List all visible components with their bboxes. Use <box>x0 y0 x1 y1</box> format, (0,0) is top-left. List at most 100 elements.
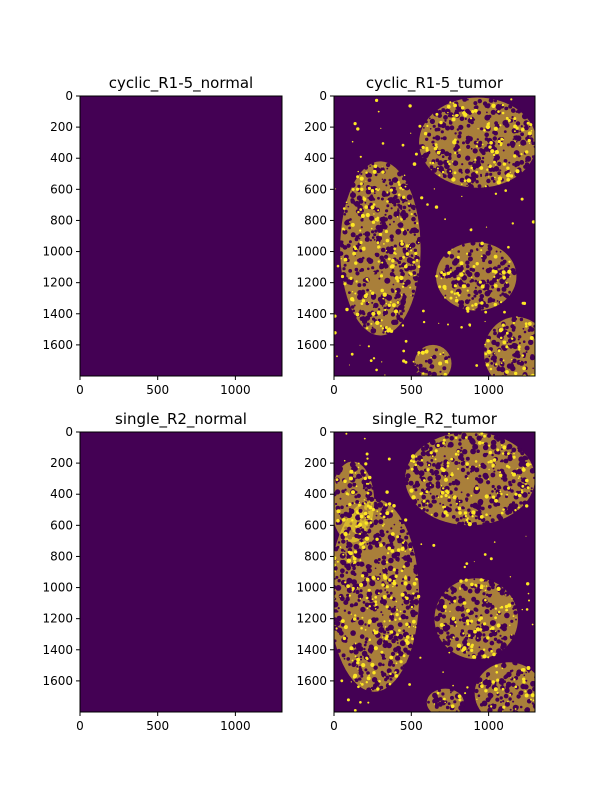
mask-hole <box>384 213 387 216</box>
mask-hole <box>415 603 418 606</box>
mask-hole <box>511 682 516 687</box>
mask-hole <box>342 276 349 282</box>
mask-speckle <box>521 668 526 672</box>
mask-hole <box>367 197 369 199</box>
mask-speckle <box>336 560 339 563</box>
mask-hole <box>458 705 465 711</box>
mask-speckle <box>455 296 458 299</box>
mask-hole <box>360 658 362 661</box>
mask-speckle <box>514 130 516 133</box>
mask-speckle <box>350 222 355 227</box>
mask-hole <box>443 465 447 469</box>
mask-speckle <box>392 504 396 508</box>
mask-hole <box>376 254 379 257</box>
mask-hole <box>538 332 540 334</box>
mask-hole <box>435 481 441 486</box>
mask-speckle <box>466 642 471 646</box>
mask-speckle <box>469 228 473 232</box>
mask-speckle <box>360 626 363 630</box>
mask-hole <box>447 702 451 705</box>
mask-hole <box>464 117 467 120</box>
mask-speckle <box>380 650 384 654</box>
mask-speckle <box>492 458 497 462</box>
mask-hole <box>340 513 345 518</box>
mask-speckle <box>461 183 463 185</box>
mask-speckle <box>366 515 370 519</box>
mask-hole <box>497 515 504 521</box>
mask-hole <box>429 165 434 170</box>
mask-hole <box>376 167 380 172</box>
mask-speckle <box>486 349 492 354</box>
mask-hole <box>432 124 436 128</box>
mask-speckle <box>359 559 362 562</box>
mask-speckle <box>340 274 345 279</box>
mask-hole <box>496 287 501 292</box>
mask-hole <box>508 290 511 294</box>
mask-speckle <box>499 124 502 127</box>
mask-hole <box>368 644 374 650</box>
mask-hole <box>427 358 433 364</box>
mask-hole <box>445 589 449 592</box>
mask-speckle <box>353 122 357 126</box>
mask-speckle <box>517 493 522 498</box>
mask-speckle <box>389 301 392 304</box>
mask-hole <box>519 721 522 724</box>
mask-hole <box>373 520 378 526</box>
mask-hole <box>434 704 439 709</box>
mask-hole <box>511 116 514 119</box>
y-tick-label: 1000 <box>296 581 327 595</box>
mask-speckle <box>491 495 495 499</box>
mask-hole <box>401 557 404 559</box>
mask-speckle <box>383 620 386 623</box>
mask-hole <box>501 662 507 669</box>
mask-hole <box>477 184 482 189</box>
mask-speckle <box>517 477 520 480</box>
mask-hole <box>447 114 451 118</box>
mask-hole <box>473 294 477 298</box>
mask-hole <box>361 217 364 220</box>
mask-hole <box>503 458 509 464</box>
mask-hole <box>347 526 352 531</box>
mask-speckle <box>470 648 474 653</box>
mask-speckle <box>399 275 404 281</box>
mask-hole <box>397 203 401 207</box>
mask-hole <box>366 257 372 263</box>
mask-speckle <box>412 360 415 363</box>
mask-hole <box>444 119 447 122</box>
mask-hole <box>351 579 357 585</box>
mask-speckle <box>426 502 429 505</box>
heatmap-image-0 <box>80 96 282 376</box>
mask-speckle <box>393 309 399 314</box>
mask-hole <box>539 684 541 686</box>
mask-hole <box>364 623 367 626</box>
mask-hole <box>433 695 439 700</box>
mask-hole <box>508 104 513 109</box>
mask-speckle <box>466 521 469 523</box>
mask-speckle <box>439 150 441 153</box>
mask-hole <box>485 452 489 456</box>
mask-hole <box>410 242 416 248</box>
mask-hole <box>450 695 454 700</box>
mask-hole <box>504 612 510 619</box>
mask-hole <box>420 450 427 457</box>
mask-hole <box>517 446 520 450</box>
mask-hole <box>501 477 503 480</box>
mask-hole <box>474 286 477 289</box>
mask-speckle <box>495 671 499 674</box>
mask-hole <box>439 600 444 605</box>
mask-speckle <box>504 189 508 192</box>
mask-speckle <box>354 261 358 265</box>
mask-hole <box>343 246 346 249</box>
mask-hole <box>436 378 441 383</box>
mask-hole <box>397 538 403 544</box>
mask-hole <box>482 633 486 637</box>
mask-speckle <box>385 561 389 564</box>
mask-hole <box>364 572 367 575</box>
mask-hole <box>427 482 430 486</box>
mask-speckle <box>422 372 425 375</box>
mask-speckle <box>500 362 503 364</box>
mask-hole <box>406 532 410 535</box>
panel-title: cyclic_R1-5_normal <box>109 74 253 93</box>
mask-speckle <box>466 686 469 689</box>
mask-speckle <box>412 619 416 624</box>
